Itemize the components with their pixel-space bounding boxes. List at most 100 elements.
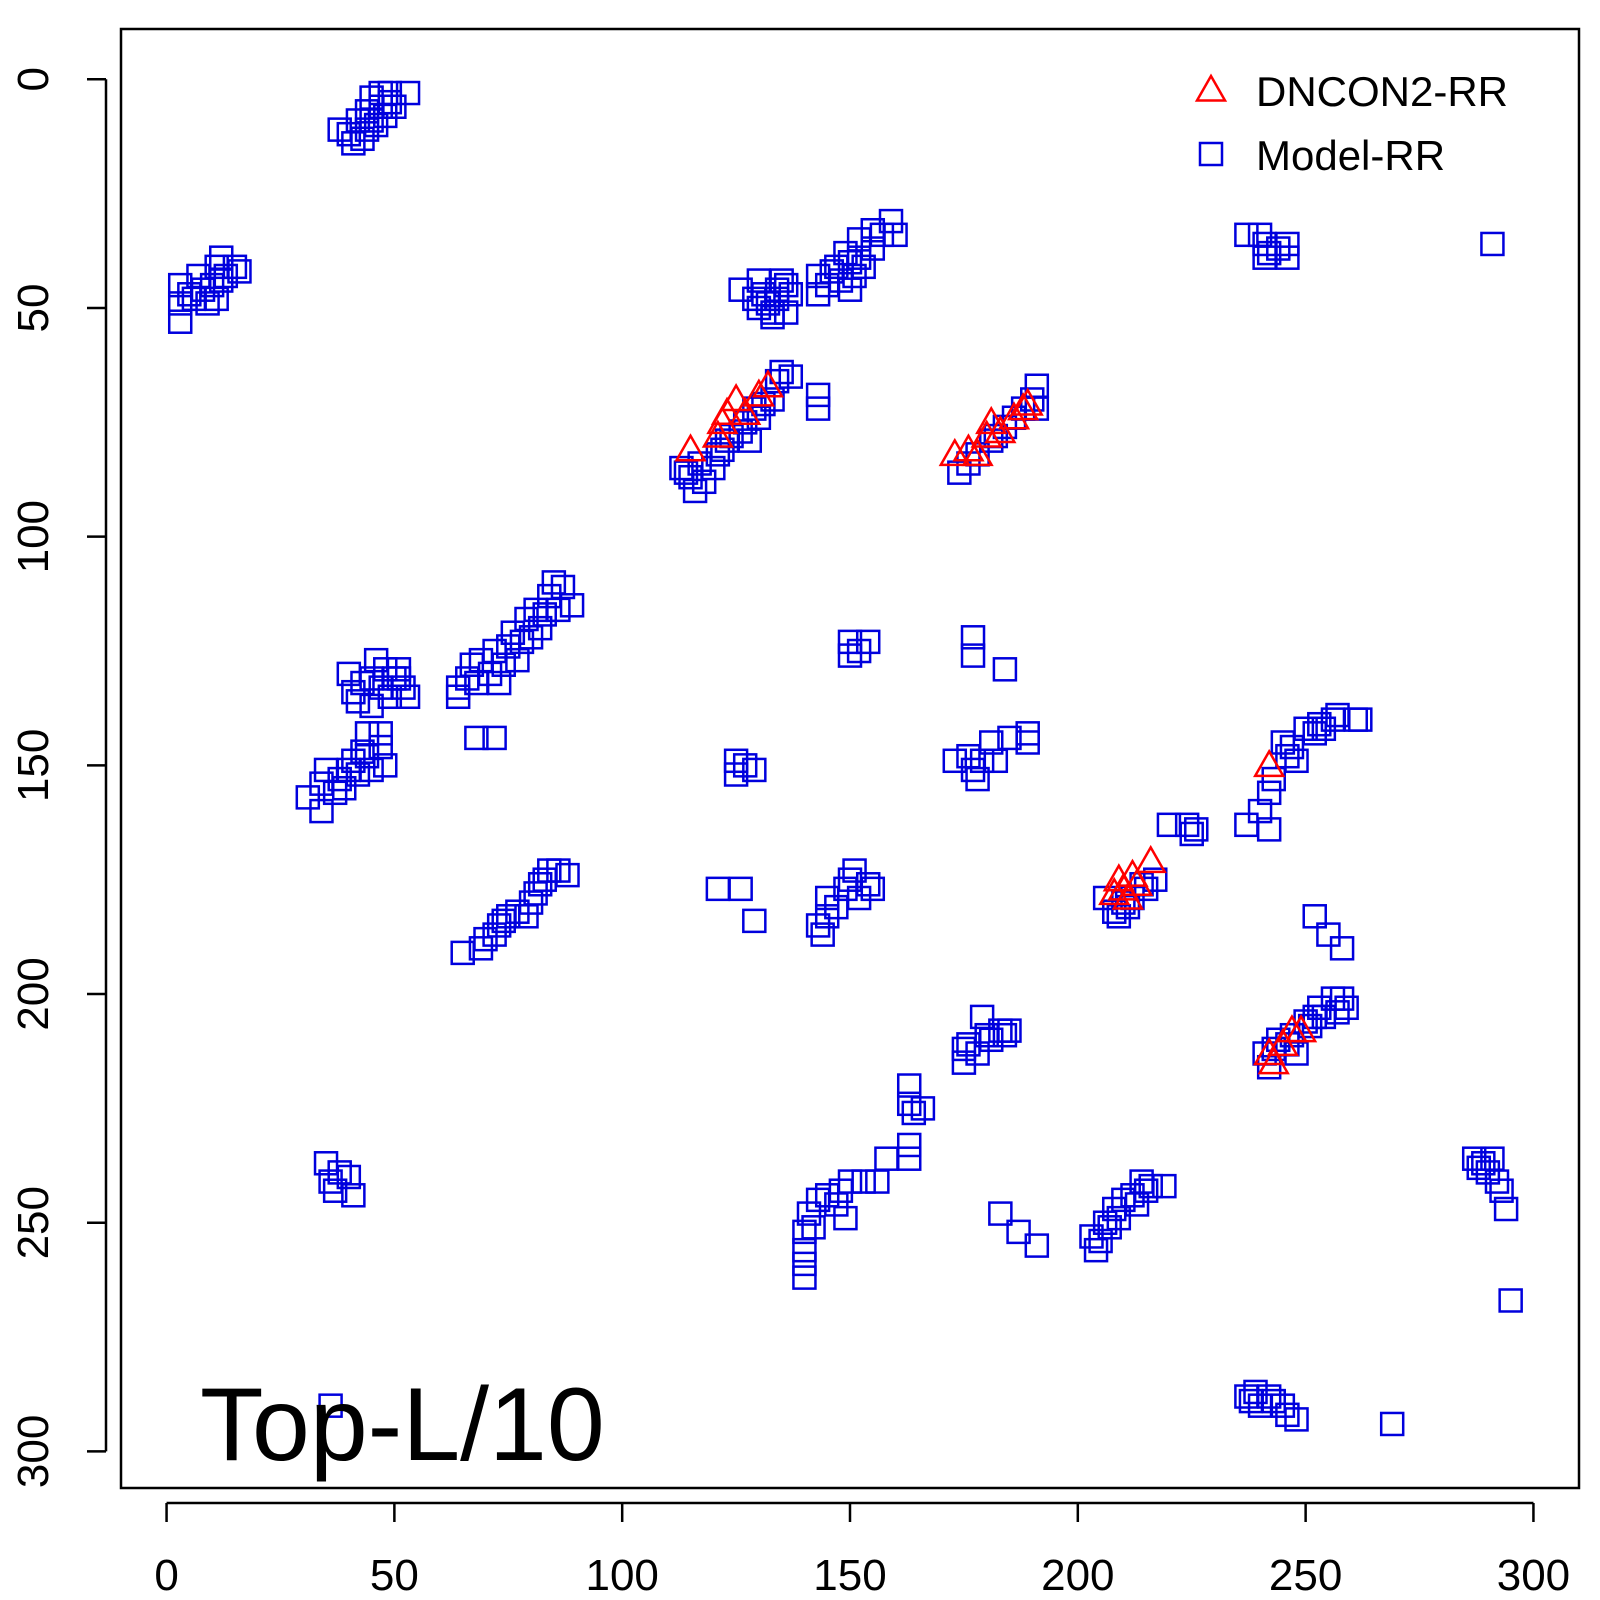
- model-rr-point: [518, 625, 544, 650]
- model-rr-point: [983, 748, 1009, 774]
- model-rr-point: [846, 638, 872, 664]
- model-rr-point: [1247, 798, 1273, 824]
- dncon2-rr-point: [701, 419, 735, 448]
- model-rr-point: [1266, 236, 1291, 261]
- model-rr-point: [746, 405, 772, 431]
- model-rr-point: [746, 295, 772, 321]
- model-rr-point: [1316, 922, 1341, 947]
- model-rr-point: [773, 300, 799, 325]
- model-rr-point: [805, 913, 831, 938]
- model-rr-point: [1006, 1219, 1031, 1245]
- model-rr-point: [814, 904, 840, 929]
- model-rr-point: [1247, 1393, 1273, 1418]
- model-rr-point: [1015, 730, 1040, 755]
- dncon2-rr-point: [970, 419, 1003, 448]
- model-rr-point: [532, 867, 557, 892]
- model-rr-point: [1092, 1210, 1118, 1235]
- model-rr-point: [345, 689, 371, 714]
- model-rr-point: [505, 899, 530, 924]
- model-rr-point: [496, 904, 521, 929]
- model-rr-point: [978, 730, 1004, 755]
- model-rr-point: [500, 620, 526, 645]
- model-rr-point: [824, 1192, 849, 1217]
- model-rr-point: [222, 254, 248, 280]
- dncon2-rr-point: [710, 396, 744, 425]
- model-rr-point: [1024, 1233, 1050, 1258]
- model-rr-point: [855, 872, 881, 897]
- model-rr-point: [855, 629, 881, 655]
- model-rr-point: [518, 890, 544, 915]
- model-rr-point: [1234, 812, 1259, 838]
- model-rr-point: [710, 437, 735, 463]
- model-rr-point: [354, 117, 380, 142]
- model-rr-point: [956, 743, 981, 769]
- model-rr-point: [1234, 1384, 1259, 1409]
- model-rr-point: [1379, 1411, 1405, 1437]
- model-rr-point: [1284, 1041, 1309, 1066]
- y-tick-label: 300: [9, 1415, 58, 1488]
- model-rr-point: [332, 775, 357, 801]
- model-rr-point: [851, 1169, 876, 1194]
- model-rr-point: [341, 131, 366, 156]
- model-rr-point: [1484, 1169, 1510, 1194]
- model-rr-point: [482, 725, 507, 751]
- model-rr-point: [896, 1146, 922, 1171]
- model-rr-point: [295, 785, 321, 810]
- model-rr-point: [1475, 1160, 1501, 1185]
- model-rr-point: [1256, 1384, 1282, 1409]
- dncon2-rr-point: [938, 437, 971, 467]
- model-rr-point: [760, 304, 785, 330]
- x-tick-label: 200: [1041, 1551, 1114, 1600]
- dncon2-rr-point: [1284, 1014, 1318, 1043]
- model-rr-point: [363, 112, 389, 138]
- model-rr-point: [391, 675, 416, 700]
- model-rr-point: [992, 1022, 1018, 1048]
- model-rr-point: [227, 259, 252, 284]
- model-rr-point: [550, 574, 576, 600]
- legend-label: Model-RR: [1256, 132, 1445, 179]
- model-rr-point: [541, 570, 567, 595]
- model-rr-point: [764, 368, 790, 394]
- model-rr-point: [473, 926, 498, 952]
- model-rr-point: [1275, 231, 1300, 257]
- model-rr-point: [728, 876, 753, 902]
- model-rr-point: [742, 908, 767, 934]
- model-rr-point: [883, 222, 908, 248]
- legend-label: DNCON2-RR: [1256, 68, 1508, 115]
- model-rr-point: [896, 1132, 922, 1158]
- model-rr-point: [833, 1205, 858, 1231]
- model-rr-point: [482, 922, 507, 947]
- model-rr-point: [742, 396, 767, 421]
- model-rr-point: [341, 1183, 366, 1208]
- model-rr-point: [778, 364, 804, 389]
- model-rr-point: [354, 721, 380, 746]
- model-rr-point: [555, 862, 580, 888]
- model-rr-point: [1138, 1173, 1163, 1199]
- model-rr-point: [851, 254, 876, 280]
- model-rr-point: [341, 748, 366, 774]
- model-rr-point: [1307, 711, 1332, 737]
- model-rr-point: [373, 753, 398, 778]
- model-rr-point: [997, 1018, 1022, 1043]
- model-rr-point: [988, 1201, 1013, 1226]
- model-rr-point: [691, 469, 717, 495]
- model-rr-point: [382, 94, 407, 120]
- model-rr-point: [377, 80, 403, 106]
- model-rr-point: [837, 629, 863, 655]
- model-rr-point: [764, 286, 790, 312]
- model-rr-point: [814, 885, 840, 911]
- dncon2-rr-point: [1266, 1027, 1299, 1057]
- model-rr-point: [167, 309, 193, 334]
- model-rr-point: [1234, 222, 1259, 248]
- model-rr-point: [805, 382, 831, 408]
- model-rr-point: [951, 1050, 977, 1075]
- model-rr-point: [322, 1178, 348, 1203]
- model-rr-point: [1079, 1224, 1104, 1249]
- x-tick-label: 0: [154, 1551, 178, 1600]
- model-rr-point: [1275, 743, 1300, 769]
- model-rr-point: [951, 1036, 977, 1062]
- model-rr-point: [814, 1183, 840, 1208]
- model-rr-point: [445, 684, 471, 710]
- model-rr-point: [1106, 904, 1132, 929]
- y-tick-label: 150: [9, 729, 58, 802]
